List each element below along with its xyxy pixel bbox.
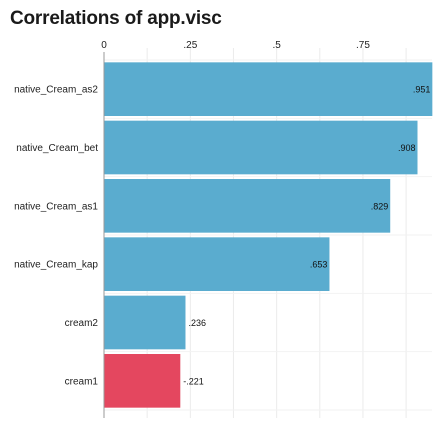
category-label: native_Cream_as1 (14, 201, 98, 212)
category-label: cream2 (65, 318, 99, 329)
bar (104, 354, 180, 408)
x-tick-label: .75 (356, 40, 370, 51)
bar (104, 121, 417, 175)
bar (104, 237, 329, 291)
data-label: .829 (371, 201, 389, 211)
bar (104, 62, 432, 116)
x-axis-ticks: 0 .25 .5 .75 (101, 40, 370, 51)
category-label: native_Cream_bet (16, 143, 98, 154)
bar (104, 179, 390, 233)
data-label: .653 (310, 260, 328, 270)
data-label: .951 (413, 85, 431, 95)
data-label: -.221 (183, 376, 204, 386)
category-labels: native_Cream_as2 native_Cream_bet native_C… (14, 85, 98, 388)
category-label: cream1 (65, 376, 99, 387)
x-tick-label: .25 (183, 40, 197, 51)
data-label: .236 (188, 318, 206, 328)
data-label: .908 (398, 143, 416, 153)
category-label: native_Cream_kap (14, 260, 98, 271)
x-tick-label: .5 (272, 40, 281, 51)
x-tick-label: 0 (101, 40, 107, 51)
bar (104, 296, 185, 350)
category-label: native_Cream_as2 (14, 85, 98, 96)
